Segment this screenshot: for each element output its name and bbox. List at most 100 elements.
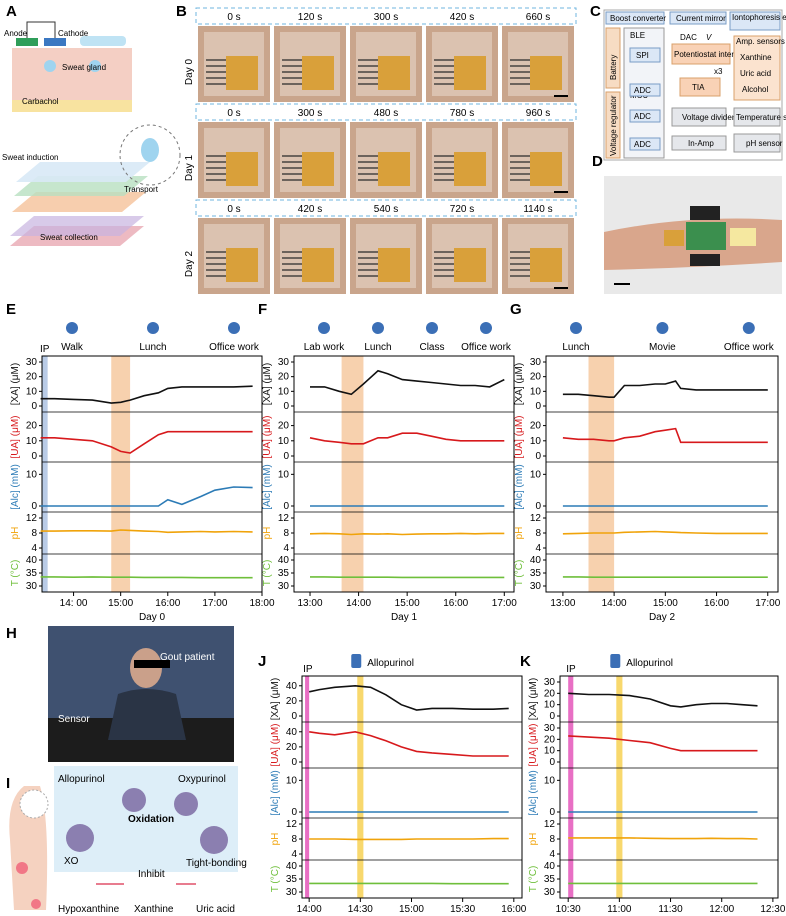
chart-j: J IP 40 20 0 [XA] (μM) 40 20 0 [UA] (μM) 10 0 [Alc] …	[258, 653, 527, 915]
eye-bar	[134, 660, 170, 668]
alcohol-text: Alcohol	[742, 85, 768, 94]
mirror-box: Current mirror	[676, 14, 726, 23]
y-tick-label: 8	[291, 834, 297, 845]
inhibit-text: Inhibit	[138, 869, 165, 880]
y-tick-label: 10	[544, 775, 556, 786]
y-tick-label: 0	[283, 451, 289, 462]
y-axis-label-t: T (°C)	[514, 560, 525, 587]
sensor-patch-icon	[454, 248, 486, 282]
y-tick-label: 35	[286, 874, 298, 885]
activity-label: Lunch	[139, 342, 166, 353]
y-tick-label: 20	[530, 421, 542, 432]
y-axis-label-xa: [XA] (μM)	[262, 363, 273, 405]
series-line-xa	[562, 380, 768, 398]
plot-frame	[301, 675, 523, 899]
time-label: 0 s	[227, 12, 240, 23]
gout-spot-icon	[31, 899, 41, 909]
sensor-patch-icon	[226, 152, 258, 186]
drug-label: Allopurinol	[626, 658, 673, 669]
time-label: 300 s	[298, 108, 322, 119]
activity-label: Movie	[649, 342, 676, 353]
time-label: 720 s	[450, 204, 474, 215]
activity-icon	[147, 322, 159, 334]
sensor-patch-icon	[302, 248, 334, 282]
x-tick-label: 10:30	[556, 904, 581, 915]
y-tick-label: 0	[31, 501, 37, 512]
series-line-ph	[568, 837, 758, 840]
y-tick-label: 4	[31, 543, 37, 554]
y-tick-label: 10	[530, 386, 542, 397]
y-tick-label: 40	[286, 727, 298, 738]
xo-text: XO	[64, 856, 79, 867]
mechanism-bg	[54, 766, 238, 872]
day-label: Day 2	[184, 251, 195, 278]
series-line-ua	[309, 730, 509, 757]
activity-label: Lab work	[304, 342, 346, 353]
y-axis-label-ph: pH	[10, 527, 21, 540]
y-axis-label-ph: pH	[262, 527, 273, 540]
y-axis-label-alc: [Alc] (mM)	[528, 770, 539, 816]
y-tick-label: 12	[26, 513, 38, 524]
x-tick-label: 14:00	[297, 904, 322, 915]
y-axis-label-ua: [UA] (μM)	[270, 724, 281, 767]
y-tick-label: 30	[278, 581, 290, 592]
activity-icon	[570, 322, 582, 334]
x-tick-label: 16:00	[443, 598, 468, 609]
strap-icon	[690, 206, 720, 220]
event-band	[616, 676, 623, 898]
y-tick-label: 20	[530, 372, 542, 383]
panel-label-d: D	[592, 153, 603, 170]
pill-bottle-icon	[351, 654, 362, 668]
panel-label-c: C	[590, 3, 601, 20]
time-label: 120 s	[298, 12, 322, 23]
y-tick-label: 10	[278, 436, 290, 447]
boost-box: Boost converter	[610, 14, 666, 23]
x-tick-label: 15:00	[399, 904, 424, 915]
activity-label: Lunch	[562, 342, 589, 353]
panel-label-k: K	[520, 653, 531, 670]
enzyme-icon	[122, 788, 146, 812]
y-tick-label: 8	[283, 528, 289, 539]
oxypurinol-text: Oxypurinol	[178, 774, 226, 785]
y-tick-label: 30	[530, 357, 542, 368]
y-tick-label: 20	[26, 372, 38, 383]
event-band	[357, 676, 364, 898]
x-tick-label: 13:00	[298, 598, 323, 609]
iontophoresis-band	[42, 356, 48, 592]
tia-box: TIA	[692, 83, 705, 92]
y-tick-label: 12	[544, 819, 556, 830]
y-tick-label: 35	[26, 568, 38, 579]
y-tick-label: 10	[278, 469, 290, 480]
panel-label-b: B	[176, 3, 187, 20]
activity-icon	[318, 322, 330, 334]
y-tick-label: 12	[530, 513, 542, 524]
x-tick-label: 16:00	[501, 904, 526, 915]
hypo-text: Hypoxanthine	[58, 904, 120, 915]
y-axis-label-alc: [Alc] (mM)	[262, 464, 273, 510]
activity-label: Office work	[209, 342, 260, 353]
pcb-icon	[686, 222, 726, 250]
y-tick-label: 40	[530, 555, 542, 566]
y-tick-label: 20	[286, 742, 298, 753]
dac-label: DAC	[680, 33, 697, 42]
x-axis-label: Day 2	[649, 612, 676, 623]
y-axis-label-ua: [UA] (μM)	[514, 416, 525, 459]
uric-text: Uric acid	[740, 69, 771, 78]
zoom-circle	[19, 789, 49, 819]
panel-label-j: J	[258, 653, 266, 670]
series-line-t	[310, 576, 505, 579]
x-tick-label: 12:00	[709, 904, 734, 915]
y-axis-label-xa: [XA] (μM)	[514, 363, 525, 405]
activity-icon	[426, 322, 438, 334]
time-label: 300 s	[374, 12, 398, 23]
ip-label: IP	[40, 344, 50, 355]
torso-shape	[108, 689, 186, 740]
iontophoresis-band	[568, 676, 574, 898]
time-label: 0 s	[227, 108, 240, 119]
y-tick-label: 0	[31, 451, 37, 462]
fat-layer	[12, 100, 132, 112]
x3-label: x3	[714, 67, 723, 76]
y-tick-label: 40	[286, 861, 298, 872]
y-axis-label-ua: [UA] (μM)	[262, 416, 273, 459]
sensor-patch-icon	[302, 56, 334, 90]
